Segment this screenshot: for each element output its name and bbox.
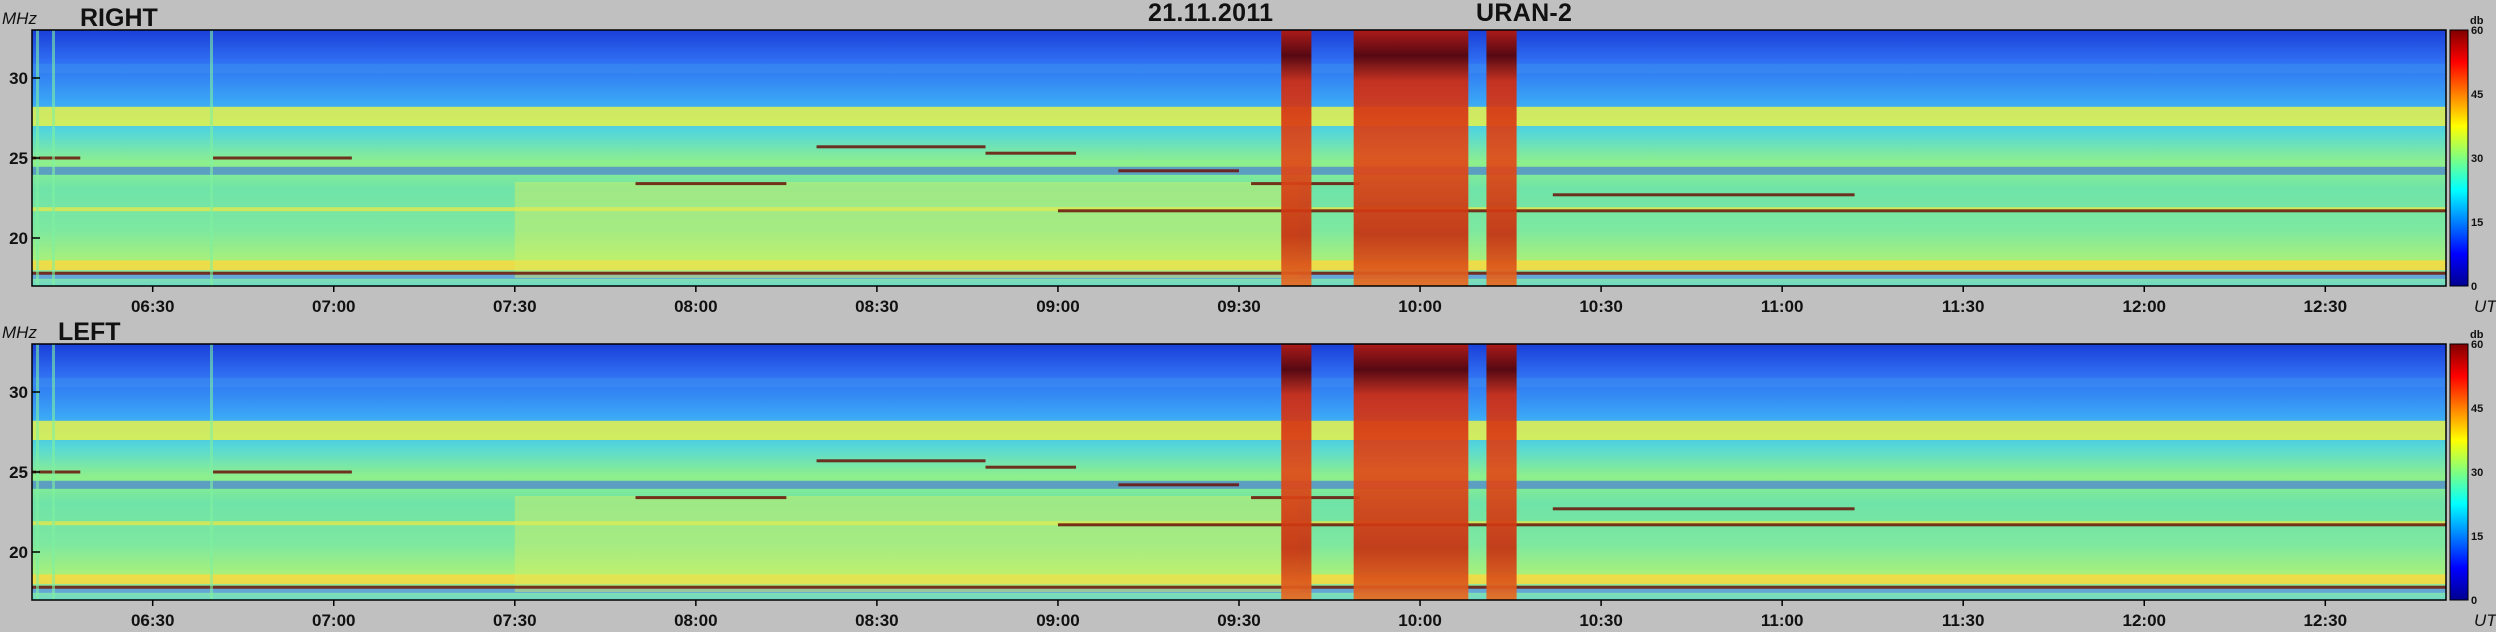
- colorbar: [2449, 29, 2469, 287]
- emission-line: [1057, 523, 2446, 527]
- x-tick-label: 12:00: [2123, 297, 2166, 316]
- x-tick-label: 11:30: [1942, 297, 1985, 316]
- x-tick-label: 11:30: [1942, 611, 1985, 630]
- emission-line: [816, 145, 986, 149]
- x-tick-label: 12:30: [2304, 611, 2347, 630]
- interference-band: [32, 574, 2446, 584]
- vertical-stripe: [210, 30, 213, 286]
- interference-band: [32, 274, 2446, 279]
- panel-title: RIGHT: [80, 4, 158, 32]
- y-tick-label: 30: [9, 69, 28, 88]
- emission-line: [1118, 483, 1239, 487]
- interference-band: [32, 106, 2446, 126]
- emission-line: [32, 156, 81, 160]
- x-tick-label: 11:00: [1761, 297, 1804, 316]
- x-tick-label: 10:30: [1579, 297, 1622, 316]
- spectrogram-panel-1: RIGHT MHz 20 25 30 06:30 07:00 07:30 08:00 08:30 0…: [2, 4, 2496, 316]
- x-tick-label: 10:00: [1398, 611, 1441, 630]
- colorbar-tick-label: 30: [2471, 467, 2483, 479]
- y-axis-label: MHz: [2, 9, 37, 28]
- burst-interval: [1486, 344, 1517, 600]
- x-tick-label: 10:00: [1398, 297, 1441, 316]
- x-tick-label: 10:30: [1579, 611, 1622, 630]
- interference-band: [32, 521, 2446, 526]
- x-tick-label: 08:30: [855, 611, 898, 630]
- x-axis-label: UT: [2474, 297, 2496, 316]
- burst-interval: [1486, 30, 1517, 286]
- burst-interval: [1281, 344, 1312, 600]
- emission-line: [1118, 169, 1239, 173]
- x-tick-label: 09:30: [1217, 611, 1260, 630]
- interference-band: [32, 588, 2446, 593]
- x-axis-label: UT: [2474, 611, 2496, 630]
- colorbar-tick-label: 15: [2471, 531, 2483, 543]
- x-tick-label: 11:00: [1761, 611, 1804, 630]
- instrument-label: URAN-2: [1476, 0, 1573, 27]
- y-tick-label: 25: [9, 463, 28, 482]
- enhanced-region: [514, 496, 1300, 592]
- x-tick-label: 07:00: [312, 611, 355, 630]
- colorbar-tick-label: 0: [2471, 281, 2477, 293]
- burst-interval: [1281, 30, 1312, 286]
- colorbar-tick-label: 30: [2471, 153, 2483, 165]
- spectrogram-panel-2: LEFT MHz 20 25 30 06:30 07:00 07:30 08:00 08:30 09…: [2, 318, 2496, 630]
- burst-interval: [1353, 30, 1469, 286]
- y-tick-label: 20: [9, 229, 28, 248]
- x-tick-label: 08:00: [674, 611, 717, 630]
- interference-band: [32, 63, 2446, 74]
- y-tick-label: 30: [9, 383, 28, 402]
- emission-line: [1552, 507, 1855, 511]
- date-label: 21.11.2011: [1148, 0, 1274, 27]
- emission-line: [985, 465, 1077, 469]
- emission-line: [635, 496, 787, 500]
- vertical-stripe: [52, 30, 55, 286]
- colorbar-tick-label: 0: [2471, 595, 2477, 607]
- emission-line: [213, 156, 352, 160]
- x-tick-label: 12:00: [2123, 611, 2166, 630]
- vertical-stripe: [52, 344, 55, 600]
- emission-line: [985, 151, 1077, 155]
- colorbar-tick-label: 60: [2471, 339, 2483, 351]
- emission-line: [32, 585, 2446, 589]
- interference-band: [32, 377, 2446, 388]
- enhanced-region: [514, 182, 1300, 278]
- panel-title: LEFT: [58, 318, 121, 346]
- interference-band: [32, 420, 2446, 440]
- interference-band: [32, 207, 2446, 212]
- x-tick-label: 08:30: [855, 297, 898, 316]
- colorbar-label: db: [2470, 329, 2484, 341]
- x-tick-label: 12:30: [2304, 297, 2347, 316]
- colorbar: [2449, 343, 2469, 601]
- x-tick-label: 06:30: [131, 611, 174, 630]
- emission-line: [635, 182, 787, 186]
- y-tick-label: 25: [9, 149, 28, 168]
- colorbar-label: db: [2470, 15, 2484, 27]
- x-tick-label: 07:00: [312, 297, 355, 316]
- emission-line: [1552, 193, 1855, 197]
- x-tick-label: 07:30: [493, 611, 536, 630]
- emission-line: [1057, 209, 2446, 213]
- colorbar-tick-label: 45: [2471, 89, 2483, 101]
- x-tick-label: 09:00: [1036, 611, 1079, 630]
- y-tick-label: 20: [9, 543, 28, 562]
- x-tick-label: 09:30: [1217, 297, 1260, 316]
- emission-line: [32, 271, 2446, 275]
- vertical-stripe: [210, 344, 213, 600]
- colorbar-tick-label: 60: [2471, 25, 2483, 37]
- x-tick-label: 07:30: [493, 297, 536, 316]
- y-axis-label: MHz: [2, 323, 37, 342]
- x-tick-label: 06:30: [131, 297, 174, 316]
- emission-line: [32, 470, 81, 474]
- emission-line: [816, 459, 986, 463]
- interference-band: [32, 260, 2446, 270]
- x-tick-label: 09:00: [1036, 297, 1079, 316]
- burst-interval: [1353, 344, 1469, 600]
- emission-line: [213, 470, 352, 474]
- x-tick-label: 08:00: [674, 297, 717, 316]
- colorbar-tick-label: 45: [2471, 403, 2483, 415]
- colorbar-tick-label: 15: [2471, 217, 2483, 229]
